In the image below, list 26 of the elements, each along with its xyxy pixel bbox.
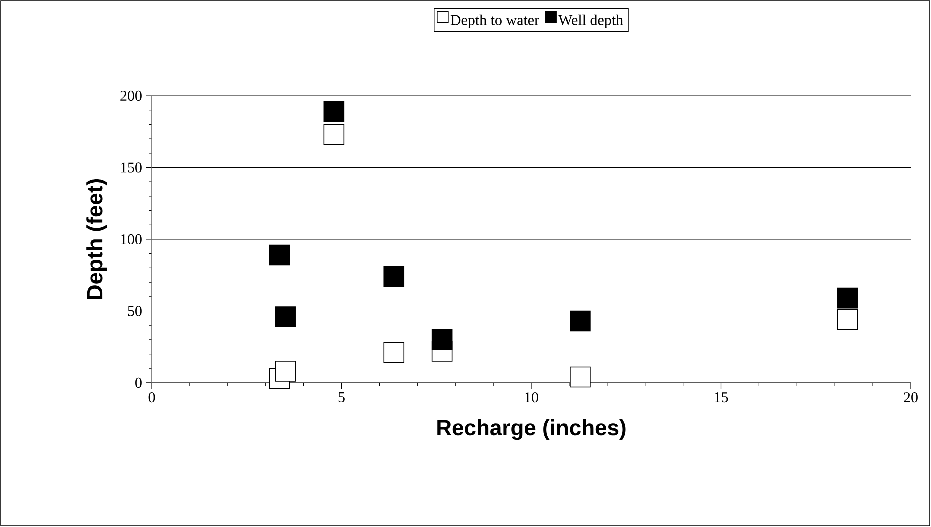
point	[384, 342, 405, 364]
point	[837, 309, 858, 330]
point	[384, 266, 405, 288]
point	[270, 244, 290, 266]
x-axis-title: Recharge (inches)	[438, 420, 626, 440]
y-tick-label: 0	[136, 378, 142, 388]
legend-label: Depth to water	[450, 14, 540, 28]
x-tick-label: 20	[904, 392, 918, 403]
point	[432, 330, 453, 350]
y-tick-label: 100	[121, 234, 142, 245]
y-tick-label: 150	[121, 162, 142, 173]
y-tick-label: 50	[128, 306, 142, 316]
x-tick-label: 0	[148, 392, 156, 403]
y-tick-label: 200	[120, 90, 142, 102]
point	[570, 366, 591, 388]
x-tick-label: 15	[715, 392, 728, 403]
point	[275, 361, 296, 382]
point	[324, 101, 345, 122]
point	[837, 288, 858, 309]
point	[324, 124, 345, 146]
point	[275, 306, 296, 328]
point	[570, 310, 591, 332]
y-axis-title: Depth (feet)	[86, 180, 108, 300]
x-tick-label: 10	[525, 392, 538, 403]
x-tick-label: 5	[338, 392, 345, 402]
legend-label: Well depth	[558, 14, 624, 28]
